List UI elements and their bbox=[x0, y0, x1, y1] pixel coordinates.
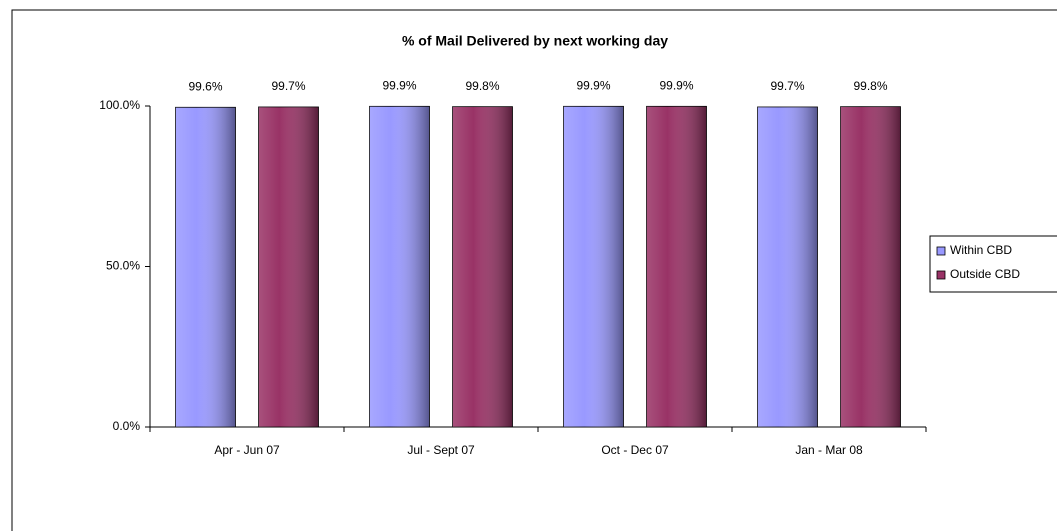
bar bbox=[840, 106, 901, 428]
value-label: 99.8% bbox=[465, 79, 499, 93]
value-label: 99.9% bbox=[576, 78, 610, 92]
bar bbox=[563, 105, 624, 428]
x-tick-label: Apr - Jun 07 bbox=[214, 443, 280, 457]
value-label: 99.7% bbox=[271, 79, 305, 93]
x-tick-label: Jan - Mar 08 bbox=[795, 443, 863, 457]
value-label: 99.9% bbox=[659, 78, 693, 92]
bar bbox=[175, 106, 236, 428]
value-label: 99.9% bbox=[382, 78, 416, 92]
bar bbox=[369, 105, 430, 428]
value-label: 99.7% bbox=[770, 79, 804, 93]
legend-swatch bbox=[936, 246, 946, 256]
x-tick-label: Oct - Dec 07 bbox=[601, 443, 669, 457]
value-label: 99.8% bbox=[853, 79, 887, 93]
legend-box bbox=[929, 235, 1057, 293]
bar bbox=[646, 105, 707, 428]
x-tick-label: Jul - Sept 07 bbox=[407, 443, 475, 457]
legend-label: Within CBD bbox=[950, 243, 1012, 257]
value-label: 99.6% bbox=[188, 79, 222, 93]
bar bbox=[452, 106, 513, 428]
legend-swatch bbox=[936, 270, 946, 280]
y-tick-label: 0.0% bbox=[113, 419, 141, 433]
y-tick-label: 50.0% bbox=[106, 259, 140, 273]
bar bbox=[258, 106, 319, 428]
y-tick-label: 100.0% bbox=[99, 98, 140, 112]
chart-title: % of Mail Delivered by next working day bbox=[402, 33, 668, 49]
legend-label: Outside CBD bbox=[950, 267, 1020, 281]
bar bbox=[757, 106, 818, 428]
